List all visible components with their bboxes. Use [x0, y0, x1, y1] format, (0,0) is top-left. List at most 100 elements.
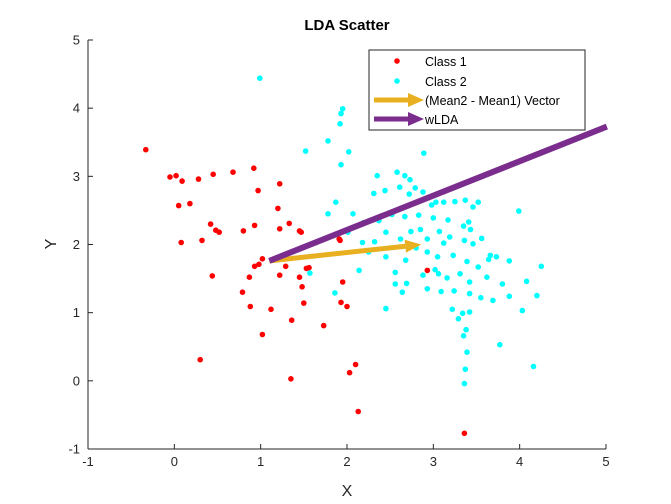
class2-point [350, 211, 356, 217]
class2-point [325, 138, 331, 144]
class2-point [302, 148, 309, 154]
class2-point [538, 263, 545, 270]
class1-point [173, 172, 179, 179]
legend-label-class1: Class 1 [425, 55, 467, 69]
class1-point [339, 279, 346, 285]
class2-point [402, 257, 409, 264]
class2-point [424, 249, 431, 255]
class2-point [420, 272, 426, 279]
class2-point [436, 228, 443, 235]
class1-point [424, 267, 431, 274]
class1-point [240, 228, 247, 234]
class1-point [167, 174, 173, 180]
class2-point [333, 199, 339, 205]
class1-point [352, 361, 359, 368]
class1-point [143, 146, 149, 153]
class2-point [516, 208, 522, 214]
class2-point [478, 235, 485, 242]
class1-point [268, 306, 274, 313]
y-tick-label: 0 [73, 373, 80, 388]
class2-point [415, 212, 422, 218]
class1-point [251, 263, 258, 270]
class2-point [463, 326, 469, 333]
class1-point [276, 272, 283, 279]
class2-point [445, 217, 451, 223]
class1-point [320, 322, 327, 329]
x-axis-label: X [342, 483, 353, 500]
class1-point [282, 263, 289, 270]
class2-point [332, 290, 338, 296]
class2-point [466, 309, 473, 315]
class2-point [497, 341, 503, 348]
class2-point [345, 149, 352, 155]
class2-point [407, 176, 413, 183]
class1-point [338, 299, 344, 306]
class2-point [383, 253, 389, 260]
class2-point [417, 226, 424, 233]
class2-point [470, 204, 476, 210]
class2-point [534, 292, 540, 299]
class2-point [412, 185, 419, 191]
y-tick-label: -1 [68, 442, 80, 457]
class2-point [374, 172, 381, 179]
class2-point [475, 199, 482, 205]
class1-point [251, 222, 258, 229]
class1-point [275, 205, 281, 212]
class2-point [438, 288, 444, 295]
class2-point [464, 258, 470, 265]
class2-point [392, 281, 399, 287]
class2-point [490, 297, 496, 304]
class1-point [286, 220, 293, 227]
class2-point [450, 252, 457, 259]
x-tick-label: 0 [171, 454, 178, 469]
class1-point [255, 187, 261, 194]
y-tick-label: 2 [73, 237, 80, 252]
class2-point [434, 253, 441, 260]
x-tick-label: 1 [257, 454, 264, 469]
class2-point [499, 281, 506, 287]
class2-point [470, 241, 476, 247]
class2-point [464, 349, 470, 356]
class2-point [359, 239, 366, 246]
class2-point [487, 252, 494, 259]
class2-point [451, 288, 457, 294]
x-tick-label: 5 [602, 454, 609, 469]
class2-point [465, 219, 472, 225]
class2-point [430, 215, 437, 221]
class2-point [478, 294, 484, 301]
class1-point [355, 408, 362, 415]
class2-point [396, 184, 403, 190]
class1-point [461, 430, 468, 437]
class2-point [462, 366, 469, 373]
class1-point [301, 300, 307, 306]
class2-point [399, 289, 406, 296]
x-tick-label: 3 [430, 454, 437, 469]
class2-point [440, 199, 447, 205]
class1-point [239, 289, 246, 296]
class2-point [455, 316, 462, 322]
class2-point [406, 191, 413, 197]
class1-point [179, 178, 185, 184]
class1-point [298, 229, 305, 235]
class2-point [397, 236, 404, 242]
class2-point [444, 275, 450, 281]
y-tick-label: 3 [73, 169, 80, 184]
class1-point [276, 181, 283, 187]
legend-marker-class2 [394, 78, 400, 84]
class2-point [338, 110, 344, 117]
class2-point [394, 169, 400, 175]
class2-point [339, 106, 346, 112]
class2-point [466, 279, 473, 285]
class1-point [207, 221, 214, 227]
class1-point [197, 356, 203, 363]
class1-point [346, 369, 353, 376]
y-tick-label: 4 [73, 101, 80, 116]
class2-point [420, 189, 426, 195]
class2-point [523, 278, 530, 285]
legend-arrowhead-mean-diff [408, 93, 424, 107]
class1-point [246, 274, 253, 281]
class1-point [216, 229, 222, 235]
class2-point [461, 380, 468, 387]
class1-point [195, 176, 202, 182]
class2-point [408, 228, 414, 235]
